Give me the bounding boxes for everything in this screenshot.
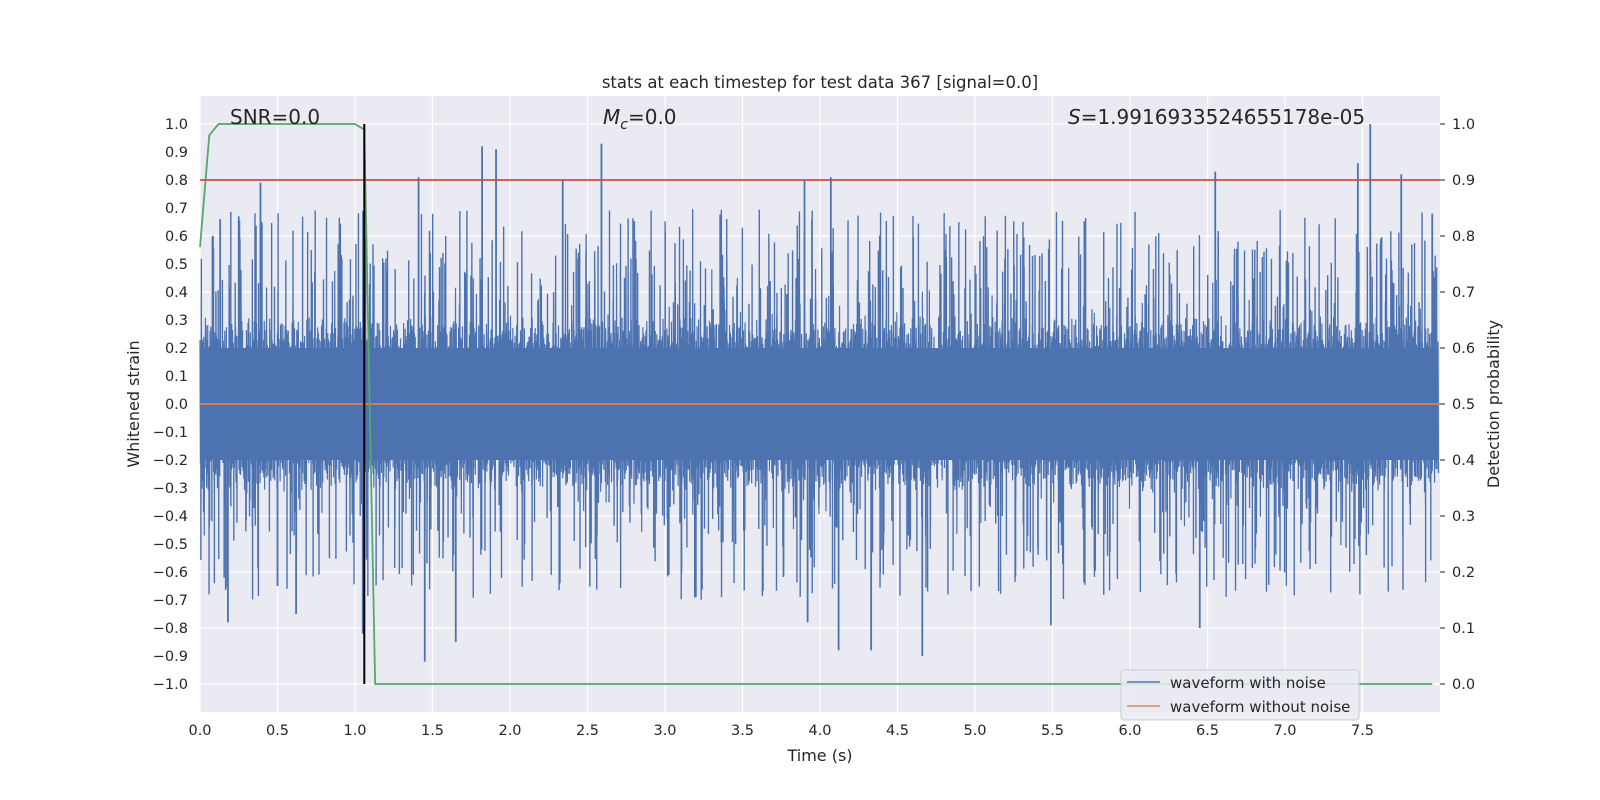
y2-tick-label: 0.3 bbox=[1452, 509, 1475, 525]
y-tick-label: 1.0 bbox=[165, 117, 188, 133]
y-tick-label: −0.1 bbox=[153, 425, 188, 441]
y2-tick-label: 0.5 bbox=[1452, 397, 1475, 413]
chart-title: stats at each timestep for test data 367… bbox=[602, 73, 1038, 92]
y2-tick-label: 0.1 bbox=[1452, 621, 1475, 637]
y-tick-label: −0.9 bbox=[153, 649, 188, 665]
y-tick-label: 0.2 bbox=[165, 341, 188, 357]
y-tick-label: 0.8 bbox=[165, 173, 188, 189]
y-tick-label: −0.3 bbox=[153, 481, 188, 497]
legend-label-noise: waveform with noise bbox=[1170, 674, 1326, 692]
y-tick-label: 0.6 bbox=[165, 229, 188, 245]
y2-tick-label: 0.8 bbox=[1452, 229, 1475, 245]
s-value: =1.9916933524655178e-05 bbox=[1081, 105, 1365, 129]
y2-tick-label: 0.0 bbox=[1452, 677, 1475, 693]
x-tick-label: 6.5 bbox=[1196, 723, 1219, 739]
x-tick-label: 4.5 bbox=[886, 723, 909, 739]
y-tick-label: −0.6 bbox=[153, 565, 188, 581]
y-tick-labels: −1.0 −0.9 −0.8 −0.7 −0.6 −0.5 −0.4 −0.3 −0.2 −0.1… bbox=[153, 117, 188, 693]
y-tick-label: −0.2 bbox=[153, 453, 188, 469]
x-tick-label: 0.5 bbox=[266, 723, 289, 739]
line-series bbox=[199, 123, 1440, 685]
y-tick-label: 0.1 bbox=[165, 369, 188, 385]
x-tick-label: 2.5 bbox=[576, 723, 599, 739]
y-tick-label: 0.0 bbox=[165, 397, 188, 413]
x-tick-label: 0.0 bbox=[188, 723, 211, 739]
y2-tick-label: 0.6 bbox=[1452, 341, 1475, 357]
x-tick-label: 3.5 bbox=[731, 723, 754, 739]
x-tick-label: 5.0 bbox=[963, 723, 986, 739]
x-tick-label: 4.0 bbox=[808, 723, 831, 739]
y2-tick-label: 0.2 bbox=[1452, 565, 1475, 581]
x-tick-label: 6.0 bbox=[1118, 723, 1141, 739]
y-axis-label: Whitened strain bbox=[124, 340, 143, 467]
x-tick-label: 1.5 bbox=[421, 723, 444, 739]
x-tick-label: 7.5 bbox=[1351, 723, 1374, 739]
x-tick-label: 1.0 bbox=[343, 723, 366, 739]
y-tick-label: 0.4 bbox=[165, 285, 188, 301]
mc-value: =0.0 bbox=[628, 105, 677, 129]
y-tick-label: −0.4 bbox=[153, 509, 188, 525]
mc-annotation: Mc=0.0 bbox=[603, 105, 677, 133]
mc-symbol: M bbox=[603, 105, 620, 129]
y-tick-label: 0.3 bbox=[165, 313, 188, 329]
y2-tick-label: 1.0 bbox=[1452, 117, 1475, 133]
y-tick-label: −0.7 bbox=[153, 593, 188, 609]
y-tick-label: 0.9 bbox=[165, 145, 188, 161]
x-tick-label: 5.5 bbox=[1041, 723, 1064, 739]
x-tick-label: 2.0 bbox=[498, 723, 521, 739]
x-tick-labels: 0.0 0.5 1.0 1.5 2.0 2.5 3.0 3.5 4.0 4.5 5.0 5.5 6.0 6… bbox=[188, 723, 1374, 739]
y-tick-label: 0.7 bbox=[165, 201, 188, 217]
y2-tick-label: 0.9 bbox=[1452, 173, 1475, 189]
legend: waveform with noise waveform without noi… bbox=[1120, 669, 1360, 721]
mc-subscript: c bbox=[620, 117, 628, 133]
x-tick-label: 3.0 bbox=[653, 723, 676, 739]
y-tick-label: 0.5 bbox=[165, 257, 188, 273]
s-annotation: S=1.9916933524655178e-05 bbox=[1068, 105, 1365, 129]
detection-probability-line bbox=[199, 123, 1433, 685]
legend-label-clean: waveform without noise bbox=[1170, 698, 1350, 716]
y2-tick-label: 0.4 bbox=[1452, 453, 1475, 469]
x-axis-label: Time (s) bbox=[786, 746, 852, 765]
y-tick-label: −0.8 bbox=[153, 621, 188, 637]
y2-axis-label: Detection probability bbox=[1484, 320, 1503, 488]
legend-box bbox=[1120, 669, 1360, 721]
y2-tick-label: 0.7 bbox=[1452, 285, 1475, 301]
s-symbol: S bbox=[1068, 105, 1081, 129]
y-tick-label: −1.0 bbox=[153, 677, 188, 693]
y2-tick-labels: 0.0 0.1 0.2 0.3 0.4 0.5 0.6 0.7 0.8 0.9 1.0 bbox=[1440, 117, 1475, 693]
snr-annotation: SNR=0.0 bbox=[230, 105, 320, 129]
x-tick-label: 7.0 bbox=[1273, 723, 1296, 739]
y-tick-label: −0.5 bbox=[153, 537, 188, 553]
